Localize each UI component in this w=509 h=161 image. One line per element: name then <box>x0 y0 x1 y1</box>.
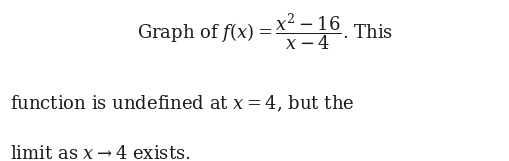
Text: limit as $x \rightarrow 4$ exists.: limit as $x \rightarrow 4$ exists. <box>10 145 190 161</box>
Text: function is undefined at $x = 4$, but the: function is undefined at $x = 4$, but th… <box>10 93 354 114</box>
Text: Graph of $f(x) = \dfrac{x^2 - 16}{x - 4}$. This: Graph of $f(x) = \dfrac{x^2 - 16}{x - 4}… <box>137 11 392 52</box>
